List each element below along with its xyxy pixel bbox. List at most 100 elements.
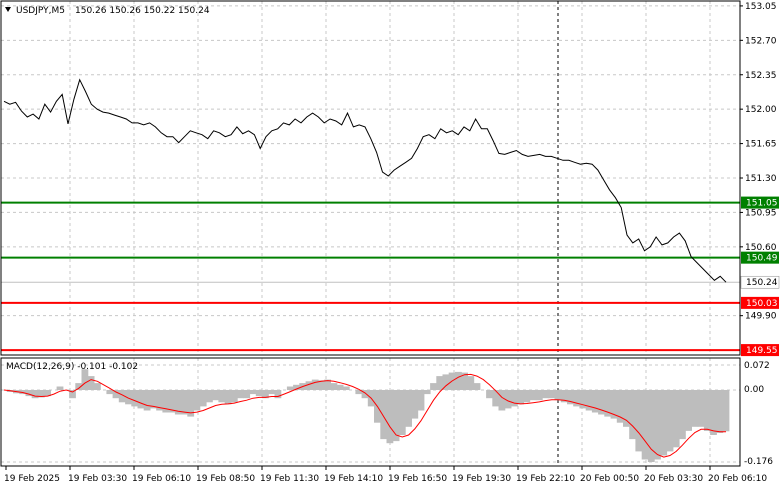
macd-histogram-bar [224,390,232,405]
macd-histogram-bar [567,390,574,405]
level-price-box [741,196,779,209]
macd-histogram-bar [591,390,599,413]
y-tick-label: 153.05 [745,2,777,12]
macd-histogram-bar [318,380,325,390]
macd-histogram-bar [187,390,195,417]
macd-histogram-bar [616,390,624,423]
x-tick-label: 20 Feb 06:10 [708,474,767,484]
macd-histogram-bar [44,390,51,397]
macd-histogram-bar [398,390,406,435]
macd-histogram-bar [118,390,126,403]
macd-histogram-bar [106,390,114,395]
x-tick-label: 19 Feb 16:50 [388,474,447,484]
macd-histogram-bar [218,390,226,403]
axis-labels: 153.05 152.70 152.35 152.00 151.65 151.30 150.… [4,2,777,484]
macd-histogram-bar [660,390,668,456]
macd-histogram-bar [504,390,512,409]
symbol-label: USDJPY,M5 [16,6,65,16]
macd-histogram-bar [324,379,331,390]
level-lines[interactable]: 150.24 151.05 150.49 150.03 149.55 [1,196,780,357]
macd-histogram-bar [598,390,605,415]
price-series [3,78,727,283]
macd-histogram-bar [411,390,419,419]
macd-histogram-bar [181,390,188,415]
macd-histogram-bar [293,384,300,390]
macd-histogram-bar [143,390,151,411]
y-tick-label: 151.65 [745,140,777,150]
macd-histogram-bar [243,390,251,399]
macd-histogram-bar [311,379,319,390]
macd-histogram-bar [710,390,717,435]
macd-histogram-bar [137,390,145,409]
price-line [3,78,727,283]
macd-histogram-bar [112,390,120,399]
macd-histogram-bar [125,390,132,405]
macd-histogram-bar [679,390,686,440]
x-tick-label: 19 Feb 14:10 [324,474,383,484]
macd-histogram-bar [336,384,344,390]
macd-tick-top: 0.072 [744,361,770,371]
macd-histogram-bar [697,390,705,427]
level-price-label: 150.03 [746,299,778,309]
x-tick-label: 20 Feb 00:50 [580,474,639,484]
macd-histogram-bar [579,390,587,409]
y-tick-label: 152.00 [745,105,777,115]
macd-histogram-bar [274,390,282,399]
macd-histogram-bar [87,376,95,390]
macd-histogram-bar [342,386,350,390]
macd-histogram-bar [722,390,730,432]
macd-histogram-bar [498,390,506,411]
current-price-label: 150.24 [746,278,778,288]
x-tick-label: 19 Feb 08:50 [196,474,255,484]
macd-histogram-bar [94,383,101,390]
macd-histogram-bar [623,390,630,427]
macd-histogram-bar [492,390,500,407]
symbol-header: USDJPY,M5 150.26 150.26 150.22 150.24 [5,6,210,16]
macd-histogram-bar [37,390,45,398]
macd-histogram-bar [685,390,692,431]
macd-histogram-bar [635,390,643,452]
macd-histogram-bar [647,390,655,462]
level-price-box [741,344,779,357]
macd-histogram-bar [199,390,207,407]
macd-histogram-bar [641,390,649,460]
macd-histogram-bar [654,390,661,460]
triangle-down-icon[interactable] [5,7,11,12]
macd-signal-line [3,373,726,458]
macd-histogram-bar [529,390,537,401]
macd-histogram-bar [691,390,699,427]
ohlc-values: 150.26 150.26 150.22 150.24 [75,6,210,16]
macd-histogram-bar [212,390,219,401]
macd-histogram-bar [417,390,425,411]
macd-histogram-bar [436,376,444,390]
current-price-box [740,275,780,289]
x-tick-label: 19 Feb 03:30 [68,474,127,484]
macd-histogram-bar [230,390,238,403]
macd-histogram-bar [430,383,437,390]
macd-histogram-bar [473,383,481,390]
macd-histogram-bar [548,390,556,399]
macd-histogram-bar [255,390,263,397]
macd-histogram-bar [585,390,593,411]
y-tick-label: 151.30 [745,174,777,184]
macd-histogram-bar [486,390,493,399]
macd-histogram-bar [268,390,275,395]
y-tick-label: 150.95 [745,208,777,218]
macd-histogram-bar [392,390,400,442]
macd-histogram-bar [666,390,674,452]
macd-histogram-bar [31,390,39,399]
macd-histogram-bar [193,390,201,411]
macd-histogram-bar [703,390,711,431]
y-tick-label: 149.90 [745,312,777,322]
macd-histogram-bar [573,390,580,407]
macd-histogram-bar [523,390,531,403]
macd-tick-zero: 0.00 [744,385,764,395]
macd-histogram-bar [560,390,568,403]
y-tick-label: 150.60 [745,243,777,253]
macd-histogram-bar [535,390,543,401]
x-tick-label: 19 Feb 22:10 [516,474,575,484]
macd-histogram-bar [355,390,363,395]
macd-histogram-bar [305,381,313,390]
